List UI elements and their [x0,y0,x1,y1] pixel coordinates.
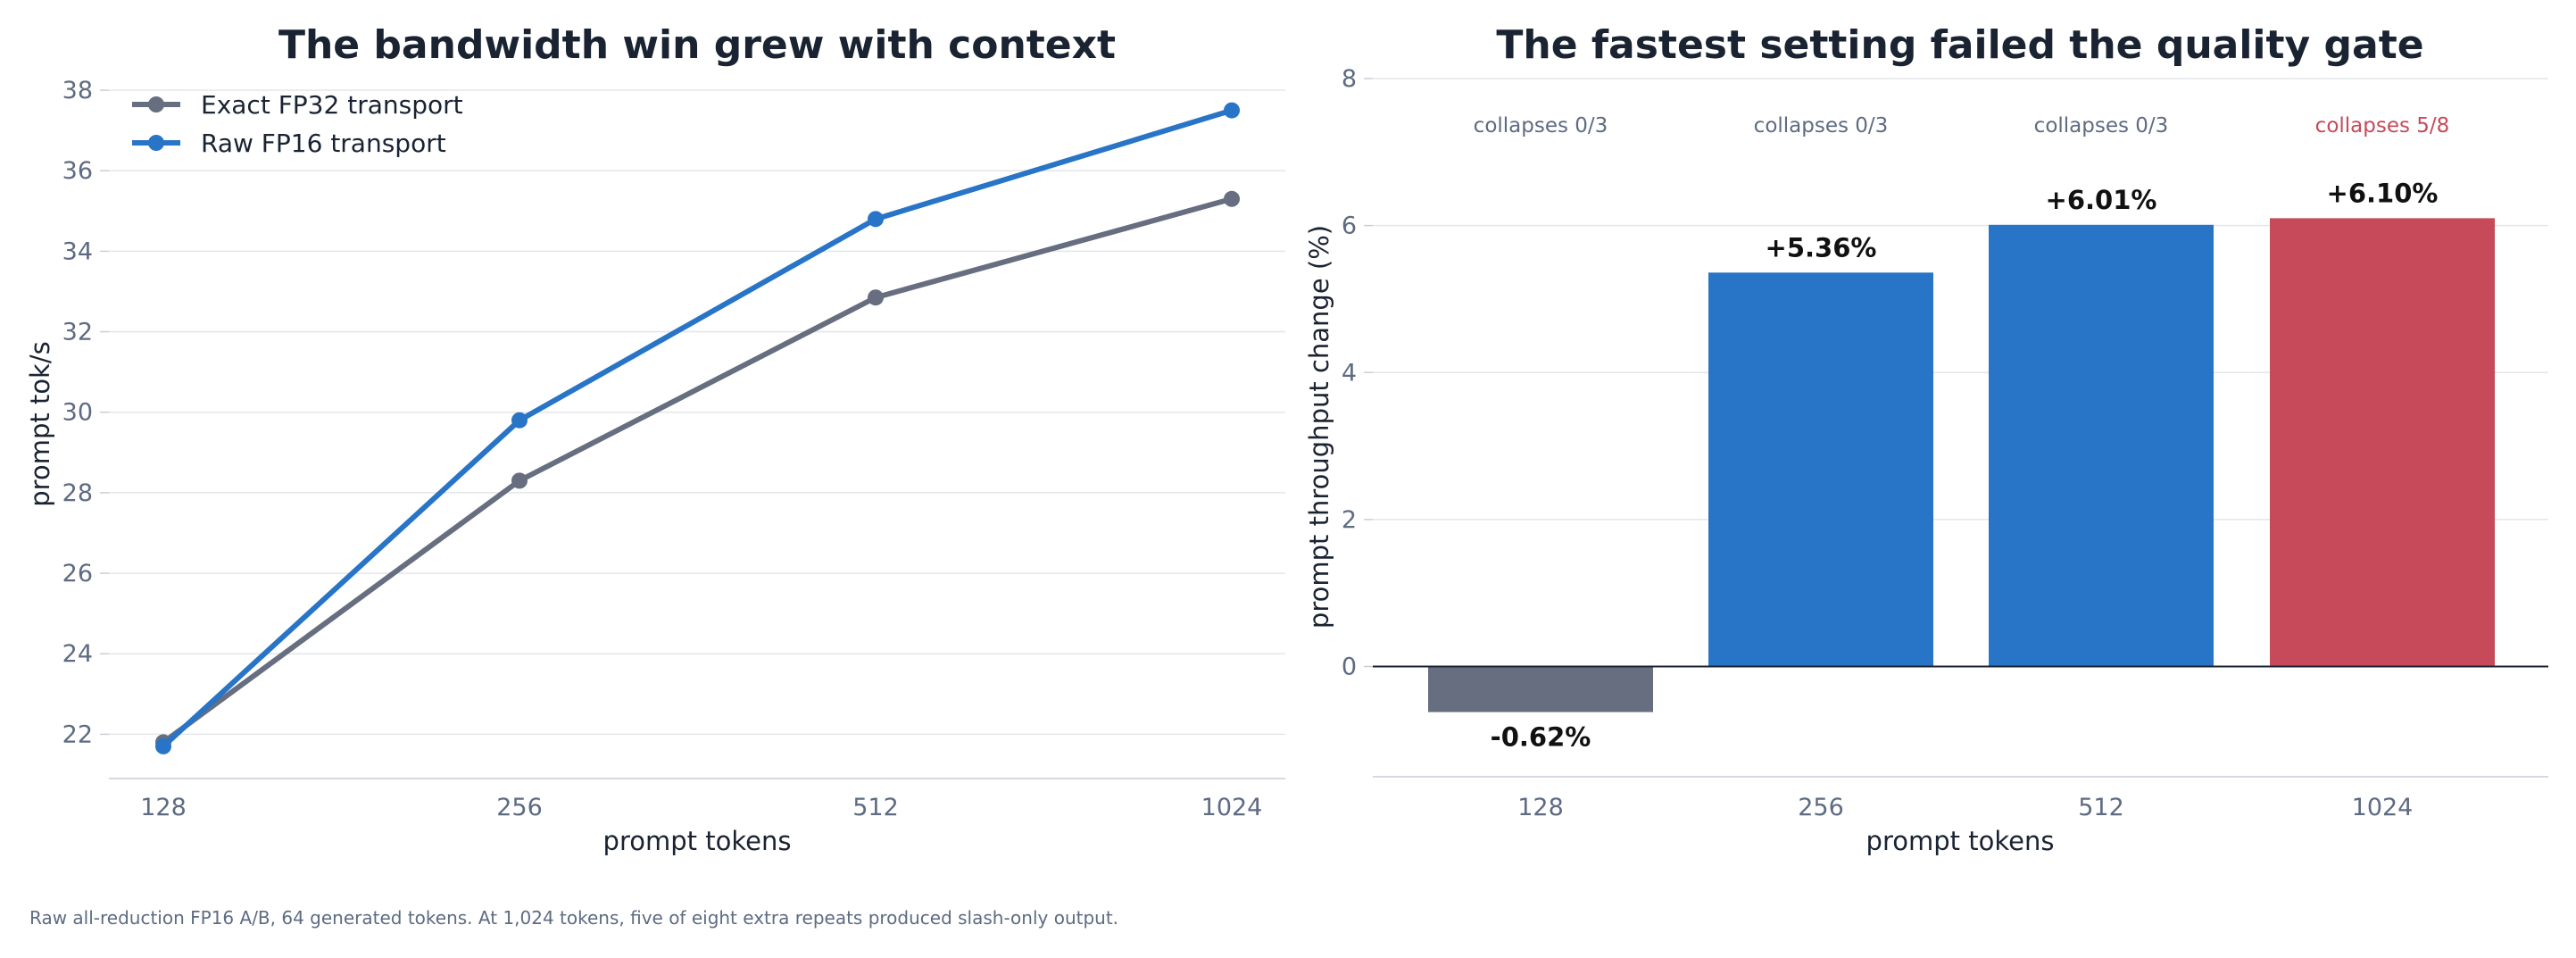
x-tick-label: 256 [496,794,543,821]
x-axis-label: prompt tokens [603,826,792,856]
y-tick-label: 26 [62,560,93,587]
data-point [511,472,528,489]
x-tick-label: 128 [1517,794,1564,821]
legend-marker [148,135,164,151]
y-tick-label: 34 [62,237,93,265]
bar [1989,224,2214,667]
data-point [1224,190,1240,207]
y-tick-label: 0 [1342,654,1357,681]
data-point [868,289,884,306]
x-axis-label: prompt tokens [1866,826,2055,856]
legend-marker [148,96,164,112]
y-tick-label: 8 [1342,65,1357,93]
bar [2270,218,2495,667]
series-line [161,107,1233,749]
x-tick-label: 1024 [1201,794,1263,821]
collapse-annotation: collapses 0/3 [2034,114,2169,137]
bar-value-label: -0.62% [1491,722,1591,753]
y-tick-label: 28 [62,479,93,507]
series-line [162,196,1233,745]
footnote: Raw all-reduction FP16 A/B, 64 generated… [29,907,1118,929]
y-axis-label: prompt throughput change (%) [1304,225,1334,629]
y-tick-label: 2 [1342,506,1357,534]
x-tick-label: 1024 [2352,794,2414,821]
collapse-annotation: collapses 5/8 [2315,114,2450,137]
x-tick-label: 512 [2078,794,2124,821]
legend-label: Raw FP16 transport [201,129,446,158]
left-line-chart: 22 24 26 28 30 32 34 36 38 128 256 512 1024 Exact FP3… [25,22,1285,856]
data-point [868,211,884,228]
y-tick-label: 24 [62,640,93,668]
data-point [1224,102,1240,119]
collapse-annotation: collapses 0/3 [1474,114,1608,137]
bar-value-label: +6.01% [2046,185,2157,215]
data-point [511,412,528,429]
y-tick-label: 6 [1342,212,1357,240]
collapse-annotation: collapses 0/3 [1754,114,1889,137]
y-tick-label: 32 [62,319,93,346]
y-tick-label: 38 [62,77,93,104]
bar-value-label: +5.36% [1766,232,1877,262]
x-tick-label: 512 [852,794,899,821]
legend-label: Exact FP32 transport [201,90,463,120]
y-tick-label: 22 [62,721,93,748]
y-tick-label: 30 [62,399,93,427]
chart-title: The fastest setting failed the quality g… [1496,22,2423,68]
bar [1428,666,1653,712]
x-tick-label: 256 [1798,794,1844,821]
y-axis-label: prompt tok/s [25,341,55,506]
right-bar-chart: 0 2 4 6 8 -0.62% collapses 0/3 128 +5.36% collaps… [1304,22,2548,856]
x-tick-label: 128 [140,794,187,821]
chart-title: The bandwidth win grew with context [278,22,1116,68]
bar [1708,272,1933,667]
bar-value-label: +6.10% [2327,178,2439,208]
y-tick-label: 4 [1342,359,1357,387]
y-tick-label: 36 [62,157,93,185]
data-point [155,737,171,754]
